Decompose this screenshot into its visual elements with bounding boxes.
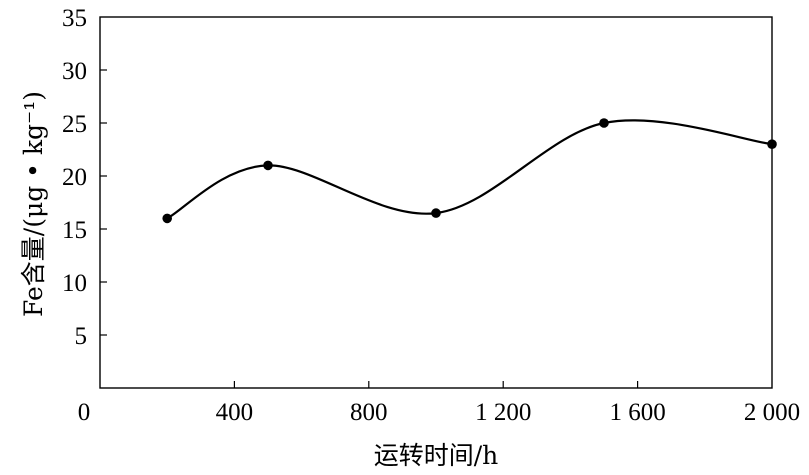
data-point [767, 139, 777, 149]
x-tick-label: 1 600 [609, 399, 665, 426]
y-tick-label: 35 [62, 5, 87, 32]
y-tick-label: 10 [62, 270, 87, 297]
y-axis-label: Fe含量/(μg • kg⁻¹) [19, 91, 48, 317]
series-line [166, 119, 773, 220]
x-tick-label: 400 [216, 399, 254, 426]
x-tick-label: 2 000 [744, 399, 800, 426]
plot-border [99, 16, 773, 389]
y-tick-label: 15 [62, 217, 87, 244]
series-layer [162, 118, 777, 224]
y-tick-label: 5 [75, 323, 88, 350]
x-tick-label: 800 [350, 399, 388, 426]
y-axis: 5 10 15 20 25 30 35 [62, 5, 107, 350]
x-axis-label: 运转时间/h [374, 441, 499, 470]
data-point [599, 118, 609, 128]
plot-frame [99, 16, 773, 389]
data-point [431, 208, 441, 218]
data-point [162, 213, 172, 224]
y-tick-label: 20 [62, 164, 87, 191]
x-tick-label: 1 200 [475, 399, 531, 426]
x-tick-label: 0 [78, 399, 91, 426]
y-tick-label: 25 [62, 111, 87, 138]
y-tick-label: 30 [62, 58, 87, 85]
x-axis: 0 400 800 1 200 1 600 2 000 [78, 381, 800, 426]
data-point [263, 160, 273, 171]
